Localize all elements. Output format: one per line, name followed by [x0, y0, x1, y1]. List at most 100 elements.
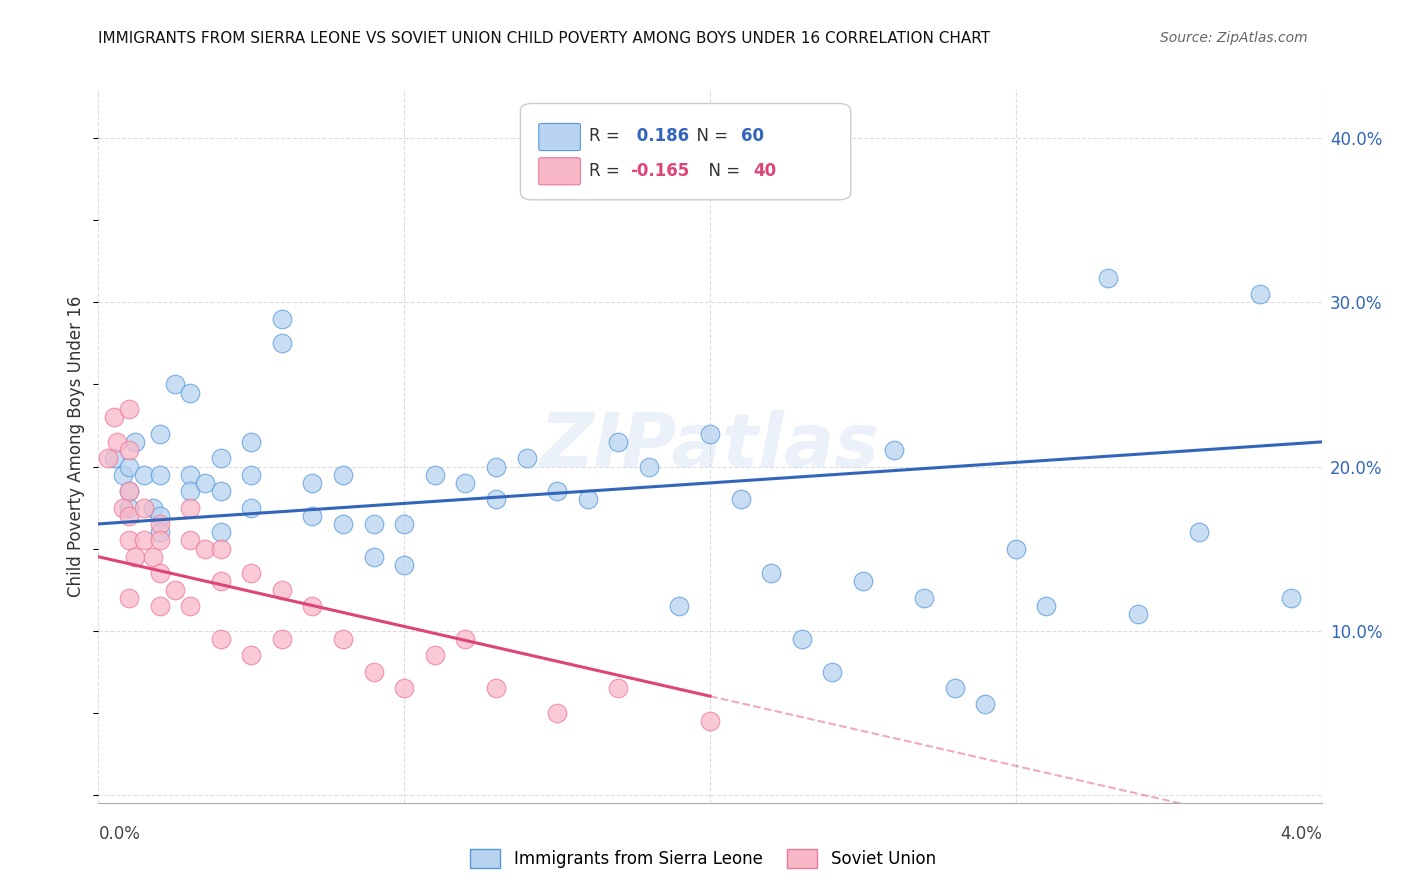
Point: [209, 451, 232, 466]
Point: [118, 443, 141, 458]
Point: [668, 599, 690, 613]
Point: [270, 582, 294, 597]
Point: [607, 681, 630, 695]
Text: R =: R =: [589, 161, 624, 179]
Point: [149, 599, 172, 613]
Point: [240, 566, 263, 581]
Point: [363, 516, 385, 531]
Text: ZIPatlas: ZIPatlas: [540, 409, 880, 483]
Point: [209, 541, 232, 556]
Point: [118, 508, 141, 523]
Point: [363, 549, 385, 564]
Point: [301, 508, 323, 523]
Point: [454, 475, 477, 490]
Point: [240, 500, 263, 515]
Point: [852, 574, 875, 589]
Point: [149, 508, 172, 523]
Point: [270, 632, 294, 646]
Point: [759, 566, 782, 581]
Point: [1279, 591, 1302, 605]
Point: [270, 311, 294, 326]
Point: [118, 500, 141, 515]
Point: [179, 533, 201, 548]
Point: [118, 484, 141, 499]
Point: [179, 500, 201, 515]
Point: [546, 484, 568, 499]
Point: [105, 434, 128, 449]
Point: [485, 459, 508, 474]
Point: [423, 648, 446, 662]
Point: [423, 467, 446, 482]
Point: [332, 516, 354, 531]
Point: [392, 516, 416, 531]
Text: 4.0%: 4.0%: [1279, 825, 1322, 843]
Point: [1004, 541, 1026, 556]
Point: [97, 451, 120, 466]
Text: -0.165: -0.165: [630, 161, 690, 179]
Point: [392, 681, 416, 695]
Point: [1128, 607, 1150, 622]
Y-axis label: Child Poverty Among Boys Under 16: Child Poverty Among Boys Under 16: [67, 295, 86, 597]
Point: [240, 648, 263, 662]
Point: [134, 500, 156, 515]
Point: [454, 632, 477, 646]
Point: [1097, 270, 1119, 285]
Point: [103, 410, 125, 425]
Point: [149, 426, 172, 441]
Point: [111, 500, 134, 515]
Point: [637, 459, 661, 474]
Point: [149, 533, 172, 548]
Text: Source: ZipAtlas.com: Source: ZipAtlas.com: [1160, 31, 1308, 45]
Point: [1249, 287, 1271, 301]
Point: [163, 582, 186, 597]
Point: [194, 475, 217, 490]
FancyBboxPatch shape: [538, 123, 581, 151]
Point: [883, 443, 905, 458]
Point: [124, 549, 146, 564]
Point: [974, 698, 997, 712]
Point: [270, 336, 294, 351]
Point: [179, 385, 201, 400]
Point: [142, 500, 165, 515]
FancyBboxPatch shape: [538, 158, 581, 185]
Point: [118, 484, 141, 499]
Point: [730, 492, 752, 507]
Point: [118, 402, 141, 417]
Text: N =: N =: [686, 128, 733, 145]
Point: [301, 475, 323, 490]
Point: [485, 492, 508, 507]
Point: [179, 599, 201, 613]
Point: [332, 632, 354, 646]
Text: IMMIGRANTS FROM SIERRA LEONE VS SOVIET UNION CHILD POVERTY AMONG BOYS UNDER 16 C: IMMIGRANTS FROM SIERRA LEONE VS SOVIET U…: [98, 31, 991, 46]
Point: [118, 591, 141, 605]
Point: [149, 516, 172, 531]
Point: [103, 451, 125, 466]
Text: R =: R =: [589, 128, 624, 145]
Point: [179, 467, 201, 482]
Point: [149, 566, 172, 581]
Point: [209, 574, 232, 589]
Point: [516, 451, 538, 466]
Point: [485, 681, 508, 695]
Point: [118, 459, 141, 474]
Point: [576, 492, 599, 507]
Point: [699, 714, 721, 728]
Point: [142, 549, 165, 564]
Point: [1188, 525, 1211, 540]
Point: [332, 467, 354, 482]
Point: [363, 665, 385, 679]
Text: N =: N =: [697, 161, 745, 179]
Point: [134, 467, 156, 482]
Text: 0.186: 0.186: [630, 128, 689, 145]
Point: [209, 484, 232, 499]
Legend: Immigrants from Sierra Leone, Soviet Union: Immigrants from Sierra Leone, Soviet Uni…: [464, 842, 942, 875]
Point: [240, 434, 263, 449]
Point: [392, 558, 416, 572]
Point: [149, 467, 172, 482]
Text: 60: 60: [741, 128, 763, 145]
Point: [607, 434, 630, 449]
Point: [240, 467, 263, 482]
Point: [163, 377, 186, 392]
Point: [209, 525, 232, 540]
Point: [124, 434, 146, 449]
